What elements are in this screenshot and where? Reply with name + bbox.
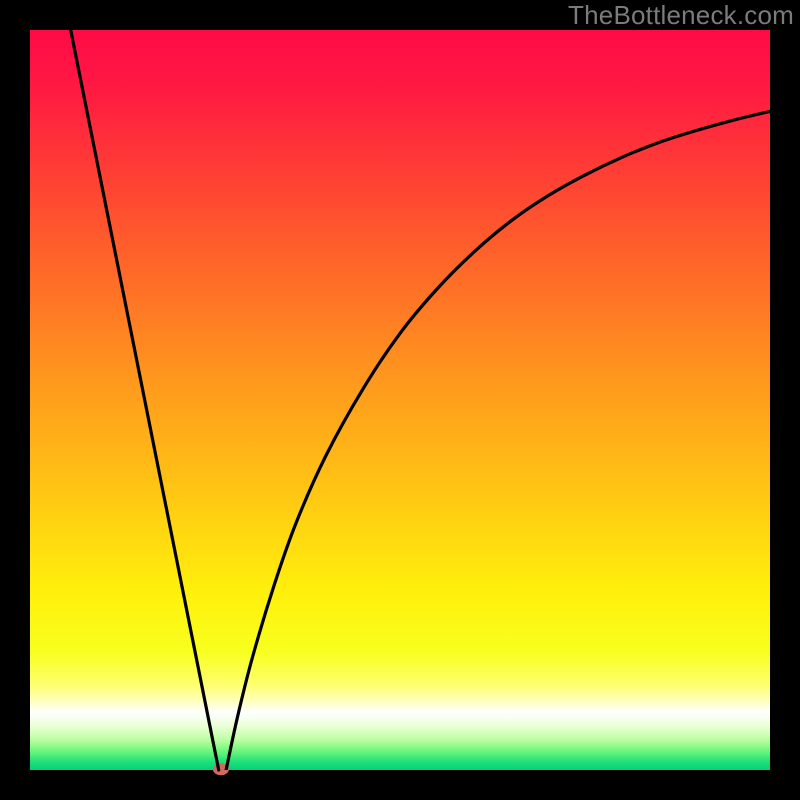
chart-container: TheBottleneck.com	[0, 0, 800, 800]
bottleneck-chart	[0, 0, 800, 800]
